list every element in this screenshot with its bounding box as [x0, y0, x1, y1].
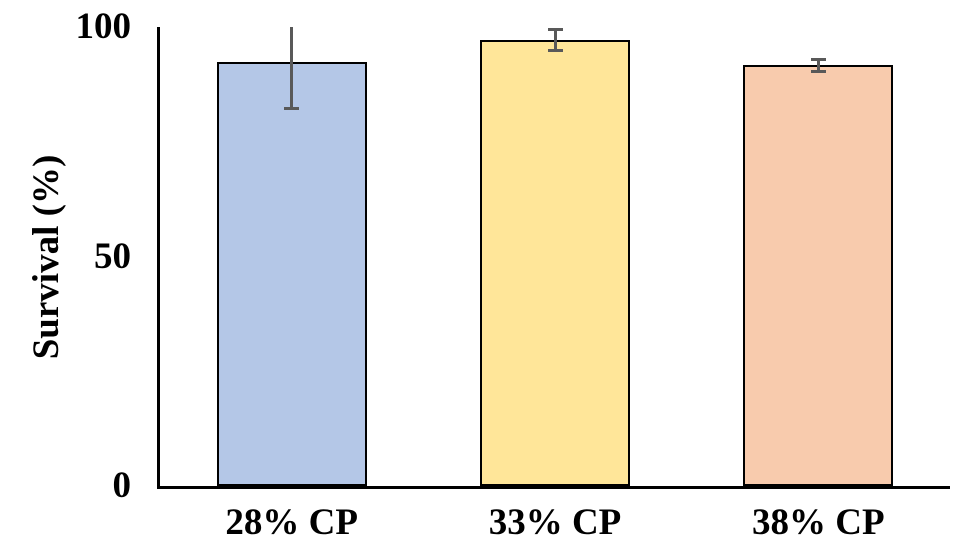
error-bar-line	[290, 27, 294, 108]
error-bar-top-cap	[547, 28, 563, 32]
y-axis-line	[157, 27, 160, 489]
error-bar-top-cap	[810, 57, 826, 61]
x-category-label: 38% CP	[752, 502, 885, 543]
error-bar-bottom-cap	[284, 106, 300, 110]
bar	[743, 64, 894, 486]
x-category-label: 28% CP	[225, 502, 358, 543]
bar	[216, 62, 367, 486]
bar	[480, 39, 630, 486]
error-bar-bottom-cap	[810, 69, 826, 73]
error-bar-line	[816, 58, 820, 71]
error-bar-line	[553, 29, 557, 51]
y-tick-label: 50	[94, 235, 131, 277]
error-bar-bottom-cap	[547, 49, 563, 53]
y-tick-label: 0	[112, 465, 132, 506]
y-tick-label: 100	[75, 6, 132, 47]
x-category-label: 33% CP	[488, 502, 622, 543]
x-axis-line	[157, 486, 950, 489]
